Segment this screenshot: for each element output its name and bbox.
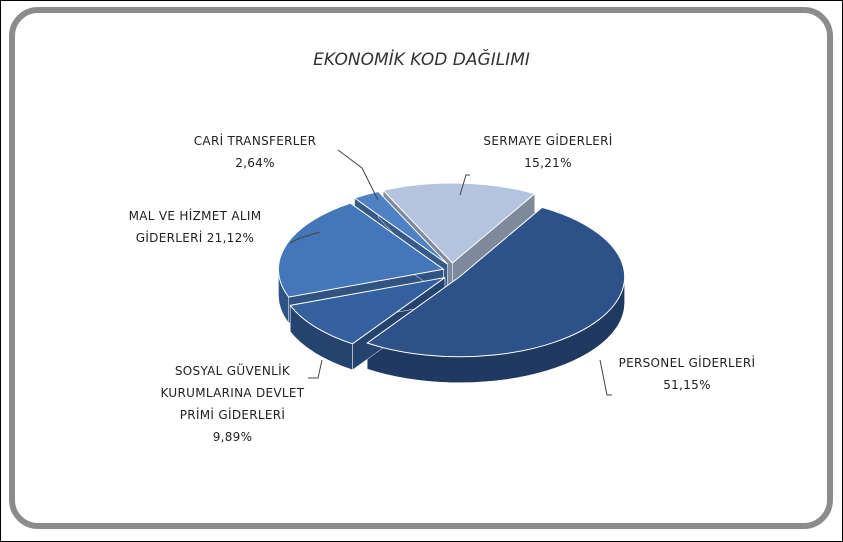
value-label: 2,64% (235, 156, 275, 170)
value-label: 15,21% (524, 156, 572, 170)
slice (277, 202, 445, 298)
slice-label: SERMAYE GİDERLERİ 15,21% (468, 130, 628, 174)
value-label: 21,12% (206, 231, 255, 245)
chart-title: EKONOMİK KOD DAĞILIMI (313, 50, 530, 70)
slice (353, 190, 448, 265)
leader-line (289, 231, 321, 244)
slice-label: PERSONEL GİDERLERİ 51,15% (612, 352, 762, 396)
category: MAL VE HİZMET ALIM GİDERLERİ (128, 209, 262, 245)
slice-label: CARİ TRANSFERLER 2,64% (175, 130, 335, 174)
value-label: 51,15% (663, 378, 711, 392)
pie (277, 182, 626, 384)
leader-line (308, 359, 323, 379)
slice (382, 182, 536, 264)
leader-line (599, 359, 612, 396)
slice (289, 277, 446, 345)
leader-line (337, 149, 379, 201)
slice (366, 206, 626, 358)
category: SERMAYE GİDERLERİ (483, 134, 613, 148)
category: CARİ TRANSFERLER (193, 134, 317, 148)
category: SOSYAL GÜVENLİK KURUMLARINA DEVLET PRİMİ… (160, 364, 305, 422)
value-label: 9,89% (212, 430, 253, 444)
category: PERSONEL GİDERLERİ (618, 356, 756, 370)
slice-label: SOSYAL GÜVENLİK KURUMLARINA DEVLET PRİMİ… (160, 360, 305, 448)
slice-label: MAL VE HİZMET ALIM GİDERLERİ 21,12% (125, 205, 265, 249)
leader-line (459, 174, 470, 196)
leaders (289, 149, 612, 396)
